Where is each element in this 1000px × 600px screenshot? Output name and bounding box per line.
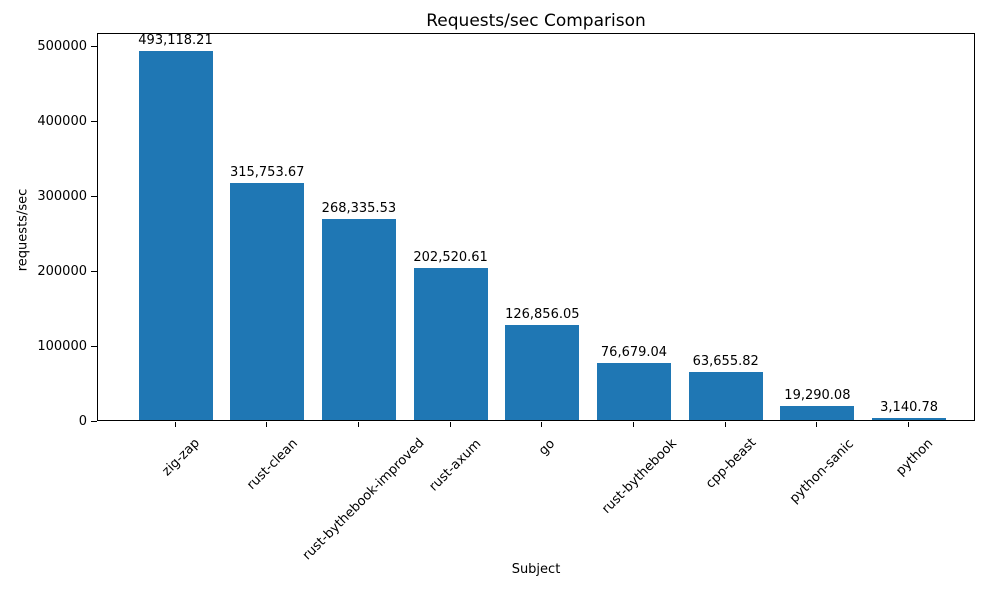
bar-value-label: 315,753.67	[229, 165, 305, 181]
x-tick-label: rust-bythebook-improved	[300, 435, 428, 564]
x-tick-label: rust-axum	[426, 436, 485, 494]
bar-value-label: 493,118.21	[138, 32, 213, 48]
bar-value-label: 126,856.05	[505, 306, 580, 322]
x-tick-label: python-sanic	[787, 436, 858, 506]
bar-rust-bythebook-improved	[321, 218, 396, 420]
x-tick-label: rust-bythebook	[598, 435, 680, 517]
x-tick-mark	[633, 422, 634, 427]
y-tick-mark	[91, 46, 97, 48]
bar-python	[872, 417, 947, 420]
x-tick-label: go	[536, 435, 559, 459]
x-tick-mark	[174, 422, 176, 427]
bar-value-label: 19,290.08	[784, 387, 851, 403]
bar-python-sanic	[780, 405, 855, 420]
x-tick-mark	[541, 422, 543, 427]
bar-go	[505, 324, 580, 420]
bar-rust-clean	[230, 183, 305, 420]
y-tick-label: 100000	[37, 338, 87, 354]
x-tick-label: zig-zap	[158, 435, 203, 480]
bar-rust-bythebook	[597, 362, 671, 420]
bar-zig-zap	[138, 50, 213, 420]
chart-title: Requests/sec Comparison	[426, 11, 646, 31]
x-axis-label: Subject	[511, 562, 561, 577]
x-tick-mark	[724, 422, 726, 427]
x-tick-label: cpp-beast	[702, 435, 759, 492]
y-tick-label: 300000	[37, 188, 87, 204]
y-tick-mark	[91, 271, 97, 273]
x-tick-mark	[449, 422, 451, 427]
bar-rust-axum	[413, 268, 488, 420]
bar-value-label: 202,520.61	[413, 250, 488, 266]
y-tick-label: 0	[78, 413, 87, 429]
plot-area: 493,118.21 315,753.67 268,335.53 202,520.61…	[97, 33, 975, 421]
x-tick-mark	[816, 422, 818, 427]
x-tick-mark	[357, 422, 359, 427]
bar-value-label: 3,140.78	[880, 399, 939, 415]
y-tick-label: 400000	[37, 113, 87, 129]
y-tick-mark	[91, 421, 97, 422]
y-tick-label: 200000	[37, 263, 87, 279]
x-tick-label: python	[892, 435, 936, 479]
y-tick-label: 500000	[37, 38, 87, 54]
y-tick-mark	[91, 121, 97, 123]
bar-value-label: 76,679.04	[600, 344, 668, 360]
y-tick-mark	[91, 346, 97, 348]
x-tick-mark	[908, 422, 910, 427]
x-tick-label: rust-clean	[243, 435, 301, 493]
bar-value-label: 63,655.82	[692, 354, 759, 370]
bar-value-label: 268,335.53	[321, 200, 397, 216]
y-tick-mark	[91, 196, 97, 198]
x-tick-mark	[266, 422, 268, 427]
bar-cpp-beast	[688, 372, 763, 420]
